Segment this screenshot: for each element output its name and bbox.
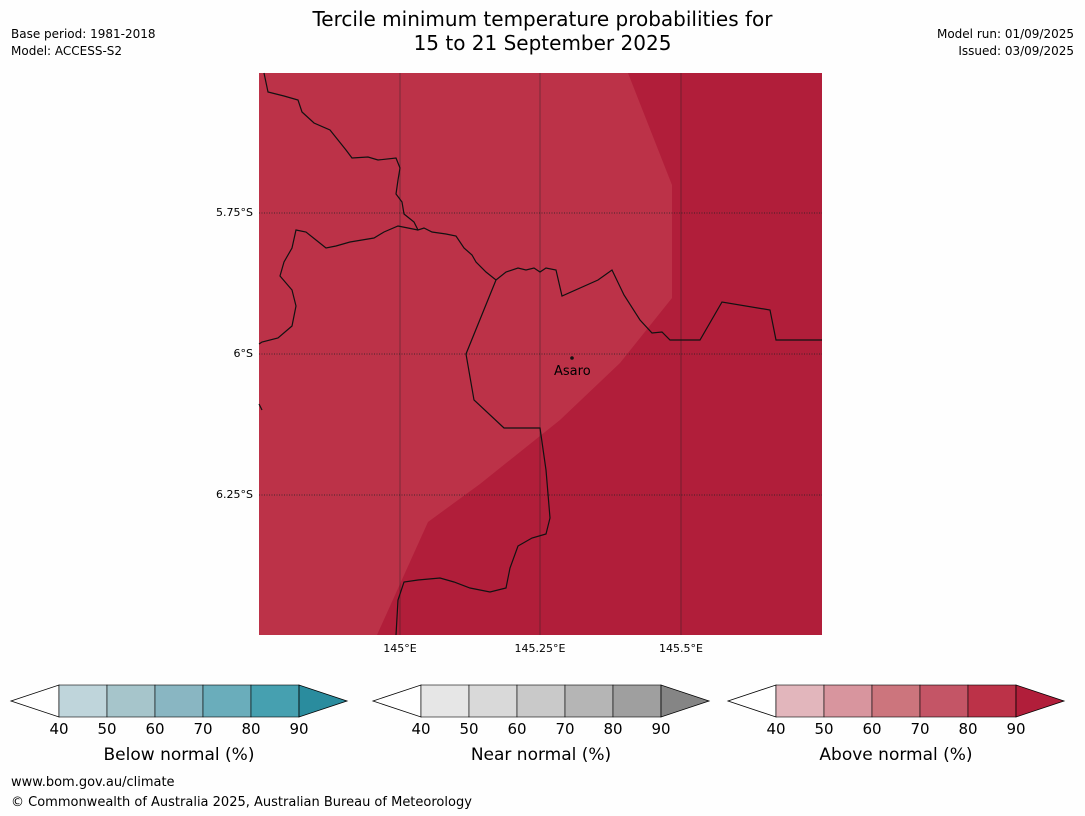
colorbar-near-tick: 60 — [507, 720, 527, 738]
colorbar-near-extend-high — [660, 684, 711, 718]
lat-label-6: 6°S — [233, 347, 253, 360]
meta-right: Model run: 01/09/2025 Issued: 03/09/2025 — [937, 26, 1074, 60]
colorbars — [9, 684, 1066, 718]
lat-label-5-75: 5.75°S — [216, 206, 253, 219]
colorbar-above-extend-high — [1015, 684, 1066, 718]
title-line-2: 15 to 21 September 2025 — [413, 31, 672, 55]
colorbar-title-near: Near normal (%) — [470, 745, 612, 765]
footer-url: www.bom.gov.au/climate — [11, 775, 175, 790]
model-text: Model: ACCESS-S2 — [11, 44, 123, 58]
colorbar-near-tick: 40 — [411, 720, 431, 738]
colorbar-near-segment — [612, 684, 662, 718]
asaro-marker — [570, 356, 574, 360]
colorbar-below-segment — [58, 684, 108, 718]
colorbar-below-extend-low — [9, 684, 60, 718]
border-south — [395, 279, 551, 636]
meta-left: Base period: 1981-2018 Model: ACCESS-S2 — [11, 26, 156, 60]
colorbar-below-tick: 40 — [49, 720, 69, 738]
colorbar-above-segment — [775, 684, 825, 718]
province-borders — [258, 72, 822, 636]
colorbar-below-segment — [202, 684, 252, 718]
colorbar-above-tick: 70 — [910, 720, 930, 738]
footer-copyright: © Commonwealth of Australia 2025, Austra… — [11, 795, 472, 810]
colorbar-near — [371, 684, 711, 718]
colorbar-near-segment — [420, 684, 470, 718]
colorbar-below-tick: 70 — [193, 720, 213, 738]
border-edge-west — [258, 403, 263, 411]
colorbar-above-tick: 60 — [862, 720, 882, 738]
colorbar-above — [726, 684, 1066, 718]
colorbar-near-tick: 80 — [603, 720, 623, 738]
lon-label-145-25: 145.25°E — [514, 642, 566, 655]
colorbar-near-segment — [564, 684, 614, 718]
colorbar-above-tick: 80 — [958, 720, 978, 738]
colorbar-title-above: Above normal (%) — [819, 745, 973, 765]
colorbar-near-tick: 90 — [651, 720, 671, 738]
colorbar-below-tick: 80 — [241, 720, 261, 738]
issued-text: Issued: 03/09/2025 — [958, 44, 1074, 58]
lon-label-145-5: 145.5°E — [659, 642, 703, 655]
colorbar-below-segment — [154, 684, 204, 718]
colorbar-below — [9, 684, 349, 718]
colorbar-below-segment — [106, 684, 156, 718]
colorbar-below-tick: 50 — [97, 720, 117, 738]
colorbar-near-segment — [468, 684, 518, 718]
colorbar-above-segment — [919, 684, 969, 718]
colorbar-above-tick: 90 — [1006, 720, 1026, 738]
colorbar-near-tick: 50 — [459, 720, 479, 738]
region-above-gt90 — [377, 73, 822, 635]
colorbar-near-extend-low — [371, 684, 422, 718]
lon-label-145: 145°E — [383, 642, 417, 655]
lat-label-6-25: 6.25°S — [216, 488, 253, 501]
map-title: Tercile minimum temperature probabilitie… — [0, 7, 1085, 55]
place-label-asaro: Asaro — [554, 364, 591, 379]
probability-field — [259, 73, 822, 635]
title-line-1: Tercile minimum temperature probabilitie… — [312, 7, 773, 31]
colorbar-above-segment — [871, 684, 921, 718]
border-north — [263, 72, 822, 341]
colorbar-near-segment — [516, 684, 566, 718]
base-period-text: Base period: 1981-2018 — [11, 27, 156, 41]
colorbar-below-segment — [250, 684, 300, 718]
colorbar-above-extend-low — [726, 684, 777, 718]
colorbar-near-tick: 70 — [555, 720, 575, 738]
colorbar-above-segment — [823, 684, 873, 718]
border-west — [258, 225, 419, 345]
colorbar-below-extend-high — [298, 684, 349, 718]
colorbar-title-below: Below normal (%) — [103, 745, 255, 765]
colorbar-below-tick: 90 — [289, 720, 309, 738]
colorbar-above-segment — [967, 684, 1017, 718]
model-run-text: Model run: 01/09/2025 — [936, 27, 1074, 41]
colorbar-above-tick: 50 — [814, 720, 834, 738]
colorbar-below-tick: 60 — [145, 720, 165, 738]
colorbar-above-tick: 40 — [766, 720, 786, 738]
